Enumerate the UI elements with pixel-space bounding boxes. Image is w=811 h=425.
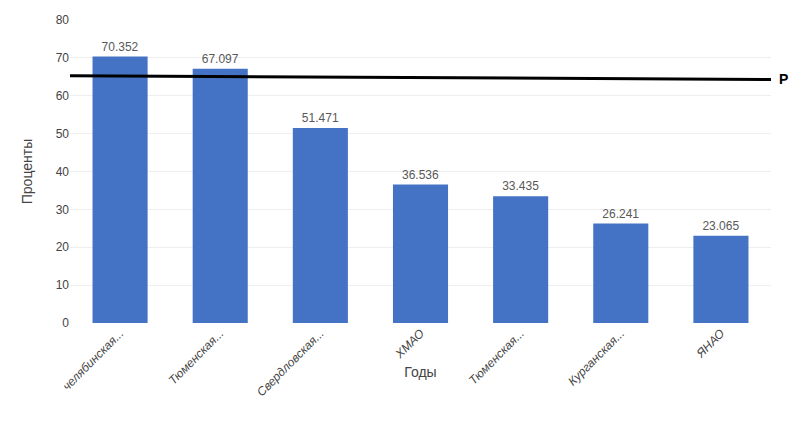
svg-text:33.435: 33.435 xyxy=(502,179,539,193)
svg-text:Тюменская...: Тюменская... xyxy=(166,326,227,387)
svg-text:0: 0 xyxy=(62,316,69,330)
svg-text:36.536: 36.536 xyxy=(402,168,439,182)
svg-text:10: 10 xyxy=(56,278,70,292)
svg-text:Годы: Годы xyxy=(404,364,436,380)
svg-text:20: 20 xyxy=(56,240,70,254)
svg-text:26.241: 26.241 xyxy=(602,207,639,221)
svg-text:60: 60 xyxy=(56,89,70,103)
svg-text:51.471: 51.471 xyxy=(302,111,339,125)
svg-text:Курганская...: Курганская... xyxy=(565,326,627,388)
svg-text:67.097: 67.097 xyxy=(202,52,239,66)
svg-text:23.065: 23.065 xyxy=(702,219,739,233)
svg-text:Тюменская...: Тюменская... xyxy=(466,326,527,387)
svg-text:70: 70 xyxy=(56,51,70,65)
svg-text:70.352: 70.352 xyxy=(102,40,139,54)
svg-text:P: P xyxy=(779,71,788,87)
svg-text:80: 80 xyxy=(56,13,70,27)
svg-text:Свердловская...: Свердловская... xyxy=(254,326,327,399)
svg-text:40: 40 xyxy=(56,165,70,179)
svg-text:ЯНАО: ЯНАО xyxy=(693,326,727,360)
svg-text:30: 30 xyxy=(56,203,70,217)
svg-text:50: 50 xyxy=(56,127,70,141)
svg-text:Проценты: Проценты xyxy=(19,139,35,205)
svg-text:ХМАО: ХМАО xyxy=(392,326,427,361)
svg-text:челябинская...: челябинская... xyxy=(60,326,127,393)
